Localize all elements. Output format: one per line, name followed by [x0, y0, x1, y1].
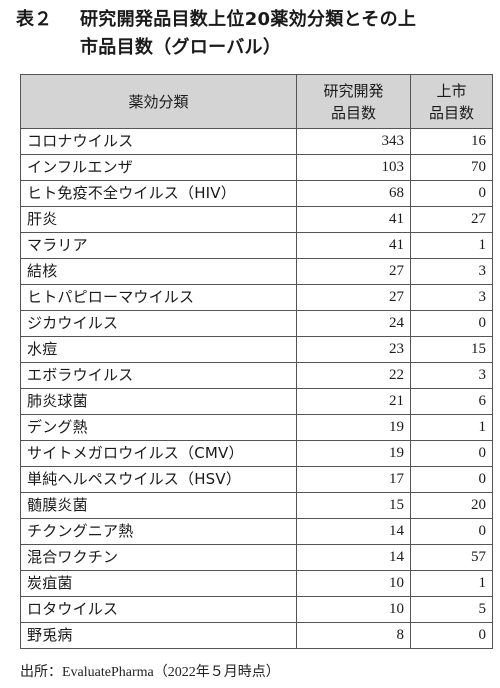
table-row: ジカウイルス 24 0 [20, 310, 493, 337]
dev-count-cell: 21 [296, 388, 411, 415]
table-row: ヒト免疫不全ウイルス（HIV） 68 0 [20, 180, 493, 207]
dev-count-cell: 10 [296, 596, 411, 623]
dev-count-cell: 19 [296, 440, 411, 467]
dev-count-cell: 24 [296, 310, 411, 337]
marketed-count-cell: 0 [410, 440, 493, 467]
marketed-count-cell: 1 [410, 232, 493, 259]
dev-count-cell: 8 [296, 622, 411, 649]
category-cell: エボラウイルス [20, 362, 297, 389]
marketed-count-cell: 1 [410, 414, 493, 441]
dev-count-cell: 27 [296, 258, 411, 285]
table-row: チクングニア熱 14 0 [20, 518, 493, 545]
marketed-count-cell: 27 [410, 206, 493, 233]
dev-count-cell: 103 [296, 154, 411, 181]
header-marketed-count: 上市 品目数 [410, 74, 493, 129]
header-dev-line2: 品目数 [330, 103, 376, 122]
header-dev-count: 研究開発 品目数 [296, 74, 411, 129]
header-category: 薬効分類 [20, 74, 297, 129]
category-cell: ジカウイルス [20, 310, 297, 337]
table-row: 結核 27 3 [20, 258, 493, 285]
table-row: 混合ワクチン 14 57 [20, 544, 493, 571]
marketed-count-cell: 20 [410, 492, 493, 519]
marketed-count-cell: 0 [410, 518, 493, 545]
dev-count-cell: 23 [296, 336, 411, 363]
dev-count-cell: 343 [296, 128, 411, 155]
table-row: コロナウイルス 343 16 [20, 128, 493, 155]
category-cell: デング熱 [20, 414, 297, 441]
marketed-count-cell: 0 [410, 180, 493, 207]
marketed-count-cell: 70 [410, 154, 493, 181]
category-cell: サイトメガロウイルス（CMV） [20, 440, 297, 467]
table-row: 肺炎球菌 21 6 [20, 388, 493, 415]
category-cell: 結核 [20, 258, 297, 285]
category-cell: 肝炎 [20, 206, 297, 233]
marketed-count-cell: 0 [410, 466, 493, 493]
table-row: エボラウイルス 22 3 [20, 362, 493, 389]
marketed-count-cell: 0 [410, 622, 493, 649]
data-table: 薬効分類 研究開発 品目数 上市 品目数 コロナウイルス 343 16 インフルエンザ… [20, 74, 493, 649]
table-row: 髄膜炎菌 15 20 [20, 492, 493, 519]
table-row: 野兎病 8 0 [20, 622, 493, 649]
category-cell: 単純ヘルペスウイルス（HSV） [20, 466, 297, 493]
marketed-count-cell: 1 [410, 570, 493, 597]
source-note: 出所：EvaluatePharma（2022年５月時点） [20, 665, 280, 680]
dev-count-cell: 27 [296, 284, 411, 311]
dev-count-cell: 68 [296, 180, 411, 207]
dev-count-cell: 41 [296, 206, 411, 233]
table-row: 肝炎 41 27 [20, 206, 493, 233]
category-cell: 水痘 [20, 336, 297, 363]
category-cell: ロタウイルス [20, 596, 297, 623]
table-row: ロタウイルス 10 5 [20, 596, 493, 623]
marketed-count-cell: 3 [410, 362, 493, 389]
marketed-count-cell: 0 [410, 310, 493, 337]
marketed-count-cell: 6 [410, 388, 493, 415]
dev-count-cell: 14 [296, 544, 411, 571]
category-cell: 肺炎球菌 [20, 388, 297, 415]
header-mkt-line2: 品目数 [428, 103, 474, 122]
table-row: インフルエンザ 103 70 [20, 154, 493, 181]
category-cell: ヒト免疫不全ウイルス（HIV） [20, 180, 297, 207]
caption-title-line1: 研究開発品目数上位20薬効分類とその上 [80, 9, 417, 30]
header-row: 薬効分類 研究開発 品目数 上市 品目数 [20, 74, 493, 129]
table-caption: 表２ 研究開発品目数上位20薬効分類とその上 市品目数（グローバル） [16, 6, 491, 62]
marketed-count-cell: 15 [410, 336, 493, 363]
marketed-count-cell: 5 [410, 596, 493, 623]
table-row: 単純ヘルペスウイルス（HSV） 17 0 [20, 466, 493, 493]
category-cell: インフルエンザ [20, 154, 297, 181]
caption-title-line2: 市品目数（グローバル） [80, 37, 282, 58]
header-dev-line1: 研究開発 [323, 81, 384, 100]
category-cell: ヒトパピローマウイルス [20, 284, 297, 311]
category-cell: 混合ワクチン [20, 544, 297, 571]
table-row: マラリア 41 1 [20, 232, 493, 259]
dev-count-cell: 22 [296, 362, 411, 389]
dev-count-cell: 41 [296, 232, 411, 259]
dev-count-cell: 17 [296, 466, 411, 493]
marketed-count-cell: 16 [410, 128, 493, 155]
category-cell: 炭疽菌 [20, 570, 297, 597]
dev-count-cell: 19 [296, 414, 411, 441]
dev-count-cell: 10 [296, 570, 411, 597]
table-row: デング熱 19 1 [20, 414, 493, 441]
caption-label: 表２ [16, 9, 52, 30]
category-cell: 髄膜炎菌 [20, 492, 297, 519]
category-cell: チクングニア熱 [20, 518, 297, 545]
table-row: ヒトパピローマウイルス 27 3 [20, 284, 493, 311]
category-cell: コロナウイルス [20, 128, 297, 155]
header-mkt-line1: 上市 [436, 81, 467, 100]
category-cell: 野兎病 [20, 622, 297, 649]
table-row: サイトメガロウイルス（CMV） 19 0 [20, 440, 493, 467]
marketed-count-cell: 3 [410, 258, 493, 285]
table-row: 炭疽菌 10 1 [20, 570, 493, 597]
table-body: コロナウイルス 343 16 インフルエンザ 103 70 ヒト免疫不全ウイルス（HIV） 6… [20, 128, 493, 649]
category-cell: マラリア [20, 232, 297, 259]
dev-count-cell: 14 [296, 518, 411, 545]
marketed-count-cell: 57 [410, 544, 493, 571]
dev-count-cell: 15 [296, 492, 411, 519]
table-row: 水痘 23 15 [20, 336, 493, 363]
marketed-count-cell: 3 [410, 284, 493, 311]
